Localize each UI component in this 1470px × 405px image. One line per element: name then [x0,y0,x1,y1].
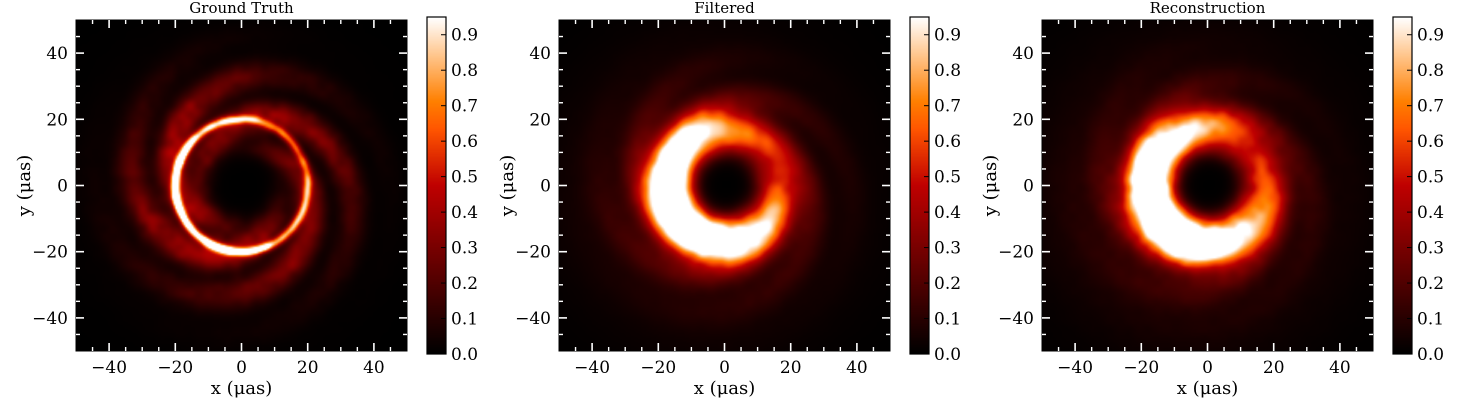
colorbar: 0.0 0.1 0.2 0.3 0.4 0.5 0.6 0.7 0.8 0.9 [426,16,478,365]
x-tick-label: −20 [1123,358,1159,378]
colorbar-tick-label: 0.1 [1417,310,1444,330]
colorbar-tick-label: 0.0 [1417,345,1444,365]
chart-title: Reconstruction [1150,0,1266,17]
colorbar-frame [1392,16,1413,355]
x-tick-label: −20 [157,358,193,378]
y-tick-label: 40 [46,44,68,64]
panel-3: −40 −20 0 20 40 −40 −20 0 20 40 Reconstruction x (μ… [980,0,1444,399]
colorbar-tick-label: 0.0 [934,345,961,365]
colorbar-tick-label: 0.8 [451,61,478,81]
x-tick-label: −40 [91,358,127,378]
colorbar-tick-label: 0.5 [934,168,961,188]
y-tick-label: 20 [529,110,551,130]
x-tick-label: 20 [1263,358,1285,378]
panel-2: −40 −20 0 20 40 −40 −20 0 20 40 Filtered x (μas) y (… [497,0,961,399]
panel-1: −40 −20 0 20 40 −40 −20 0 20 40 Ground Truth x (μas… [14,0,478,399]
colorbar-tick-label: 0.8 [1417,61,1444,81]
chart-title: Filtered [694,0,755,17]
y-tick-label: −20 [515,243,551,263]
colorbar-tick-label: 0.8 [934,61,961,81]
colorbar-tick-label: 0.1 [934,310,961,330]
y-tick-label: −40 [998,309,1034,329]
y-tick-label: −40 [32,309,68,329]
x-tick-label: 0 [236,358,247,378]
colorbar-tick-label: 0.3 [451,239,478,259]
y-tick-label: 20 [46,110,68,130]
colorbar-tick-label: 0.0 [451,345,478,365]
heatmap-image [76,20,407,351]
x-tick-label: −40 [574,358,610,378]
colorbar: 0.0 0.1 0.2 0.3 0.4 0.5 0.6 0.7 0.8 0.9 [1392,16,1444,365]
colorbar-tick-label: 0.2 [934,274,961,294]
y-tick-label: 0 [540,177,551,197]
colorbar-tick-label: 0.9 [1417,26,1444,46]
colorbar-tick-label: 0.2 [451,274,478,294]
y-tick-label: 40 [529,44,551,64]
colorbar-tick-label: 0.6 [934,132,961,152]
x-tick-label: 40 [846,358,868,378]
x-tick-label: 40 [363,358,385,378]
colorbar-tick-label: 0.4 [451,203,478,223]
heatmap-image [1042,20,1373,351]
x-tick-label: −40 [1057,358,1093,378]
colorbar-gradient [910,17,929,354]
colorbar-tick-label: 0.3 [1417,239,1444,259]
colorbar-tick-label: 0.6 [1417,132,1444,152]
y-axis-label: y (μas) [980,155,1001,218]
x-axis-label: x (μas) [1177,378,1239,399]
colorbar-tick-label: 0.6 [451,132,478,152]
heatmap-image [559,20,890,351]
colorbar-tick-label: 0.9 [934,26,961,46]
y-axis-label: y (μas) [14,155,35,218]
x-tick-label: 0 [719,358,730,378]
x-tick-label: −20 [640,358,676,378]
y-tick-label: 0 [1023,177,1034,197]
colorbar-tick-label: 0.5 [1417,168,1444,188]
y-tick-label: −20 [998,243,1034,263]
colorbar-tick-label: 0.4 [1417,203,1444,223]
colorbar-tick-label: 0.7 [451,97,478,117]
y-tick-label: 20 [1012,110,1034,130]
colorbar: 0.0 0.1 0.2 0.3 0.4 0.5 0.6 0.7 0.8 0.9 [909,16,961,365]
x-axis-label: x (μas) [211,378,273,399]
colorbar-gradient [1393,17,1412,354]
colorbar-tick-label: 0.2 [1417,274,1444,294]
x-tick-label: 0 [1202,358,1213,378]
colorbar-frame [426,16,447,355]
colorbar-gradient [427,17,446,354]
colorbar-frame [909,16,930,355]
colorbar-tick-label: 0.7 [1417,97,1444,117]
x-tick-label: 20 [780,358,802,378]
x-tick-label: 40 [1329,358,1351,378]
colorbar-tick-label: 0.3 [934,239,961,259]
chart-title: Ground Truth [189,0,294,17]
colorbar-tick-label: 0.1 [451,310,478,330]
y-tick-label: 0 [57,177,68,197]
y-tick-label: −40 [515,309,551,329]
y-axis-label: y (μas) [497,155,518,218]
y-tick-label: −20 [32,243,68,263]
y-tick-label: 40 [1012,44,1034,64]
x-axis-label: x (μas) [694,378,756,399]
colorbar-tick-label: 0.7 [934,97,961,117]
colorbar-tick-label: 0.5 [451,168,478,188]
x-tick-label: 20 [297,358,319,378]
colorbar-tick-label: 0.9 [451,26,478,46]
colorbar-tick-label: 0.4 [934,203,961,223]
